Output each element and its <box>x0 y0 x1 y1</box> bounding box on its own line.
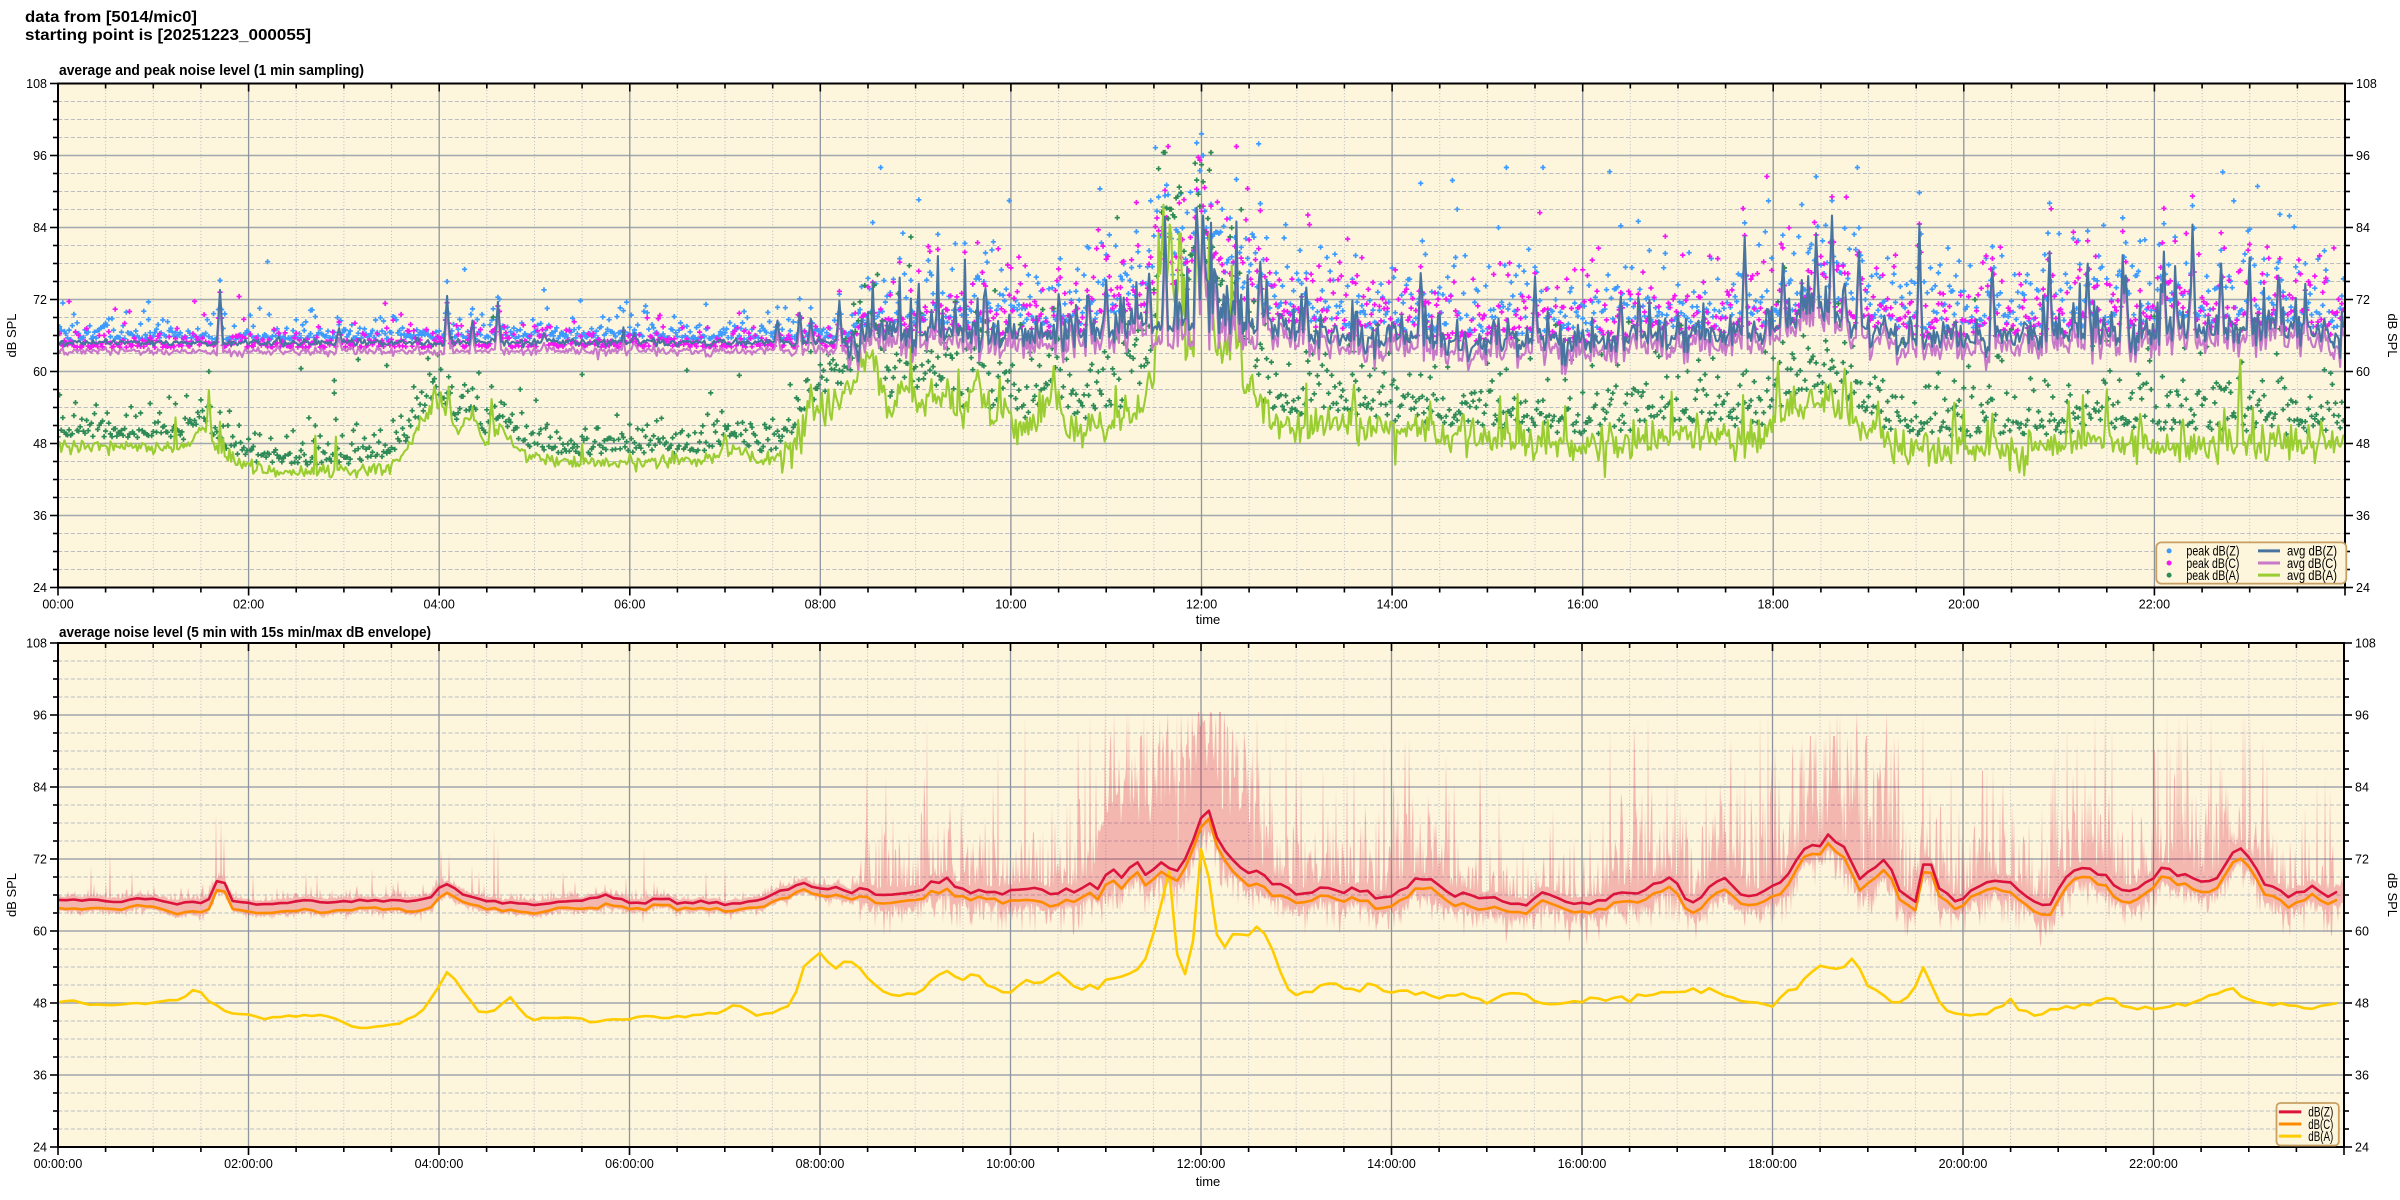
svg-text:08:00: 08:00 <box>805 598 836 612</box>
svg-text:14:00: 14:00 <box>1376 598 1407 612</box>
svg-text:16:00: 16:00 <box>1567 598 1598 612</box>
svg-text:60: 60 <box>33 925 47 939</box>
svg-text:starting point is [20251223_00: starting point is [20251223_000055] <box>25 27 311 44</box>
svg-text:dB(A): dB(A) <box>2308 1129 2333 1144</box>
svg-text:24: 24 <box>33 581 47 595</box>
svg-text:18:00:00: 18:00:00 <box>1748 1157 1797 1171</box>
svg-text:48: 48 <box>2356 437 2370 451</box>
svg-text:avg dB(Z): avg dB(Z) <box>2287 544 2337 559</box>
svg-text:36: 36 <box>33 509 47 523</box>
svg-text:84: 84 <box>33 781 47 795</box>
svg-text:84: 84 <box>2355 781 2369 795</box>
svg-text:dB SPL: dB SPL <box>2385 313 2400 357</box>
svg-text:108: 108 <box>2356 77 2377 91</box>
svg-text:avg dB(A): avg dB(A) <box>2287 568 2337 583</box>
svg-text:96: 96 <box>33 149 47 163</box>
svg-text:02:00:00: 02:00:00 <box>224 1157 273 1171</box>
svg-text:96: 96 <box>33 709 47 723</box>
svg-text:04:00: 04:00 <box>424 598 455 612</box>
svg-text:84: 84 <box>33 221 47 235</box>
svg-text:108: 108 <box>26 77 47 91</box>
svg-text:06:00:00: 06:00:00 <box>605 1157 654 1171</box>
svg-text:84: 84 <box>2356 221 2370 235</box>
svg-text:48: 48 <box>2355 997 2369 1011</box>
svg-text:22:00: 22:00 <box>2139 598 2170 612</box>
svg-text:60: 60 <box>2355 925 2369 939</box>
svg-text:dB SPL: dB SPL <box>2385 873 2400 917</box>
svg-text:time: time <box>1196 612 1221 627</box>
svg-text:24: 24 <box>2356 581 2370 595</box>
svg-text:24: 24 <box>2355 1141 2369 1155</box>
svg-text:average and peak noise level (: average and peak noise level (1 min samp… <box>59 62 364 79</box>
svg-text:36: 36 <box>33 1069 47 1083</box>
svg-text:10:00: 10:00 <box>995 598 1026 612</box>
svg-text:04:00:00: 04:00:00 <box>415 1157 464 1171</box>
svg-text:dB(Z): dB(Z) <box>2308 1105 2333 1120</box>
svg-text:dB SPL: dB SPL <box>4 313 19 357</box>
svg-text:avg dB(C): avg dB(C) <box>2287 556 2337 571</box>
svg-text:24: 24 <box>33 1141 47 1155</box>
svg-text:72: 72 <box>33 293 47 307</box>
svg-text:peak dB(A): peak dB(A) <box>2186 568 2239 583</box>
svg-text:average noise level (5 min wit: average noise level (5 min with 15s min/… <box>59 624 431 641</box>
svg-text:10:00:00: 10:00:00 <box>986 1157 1035 1171</box>
svg-text:72: 72 <box>2355 853 2369 867</box>
svg-text:14:00:00: 14:00:00 <box>1367 1157 1416 1171</box>
svg-text:108: 108 <box>2355 637 2376 651</box>
svg-text:00:00: 00:00 <box>42 598 73 612</box>
svg-text:72: 72 <box>33 853 47 867</box>
svg-text:data from [5014/mic0]: data from [5014/mic0] <box>25 9 197 26</box>
svg-text:72: 72 <box>2356 293 2370 307</box>
svg-text:dB SPL: dB SPL <box>4 873 19 917</box>
svg-text:18:00: 18:00 <box>1758 598 1789 612</box>
svg-text:06:00: 06:00 <box>614 598 645 612</box>
svg-text:16:00:00: 16:00:00 <box>1558 1157 1607 1171</box>
svg-text:48: 48 <box>33 997 47 1011</box>
svg-text:12:00:00: 12:00:00 <box>1177 1157 1226 1171</box>
svg-text:20:00: 20:00 <box>1948 598 1979 612</box>
svg-text:time: time <box>1196 1174 1221 1189</box>
svg-text:108: 108 <box>26 637 47 651</box>
svg-text:96: 96 <box>2355 709 2369 723</box>
svg-text:96: 96 <box>2356 149 2370 163</box>
svg-text:36: 36 <box>2356 509 2370 523</box>
svg-text:02:00: 02:00 <box>233 598 264 612</box>
svg-text:48: 48 <box>33 437 47 451</box>
svg-text:peak dB(C): peak dB(C) <box>2186 556 2239 571</box>
svg-text:36: 36 <box>2355 1069 2369 1083</box>
svg-text:08:00:00: 08:00:00 <box>796 1157 845 1171</box>
svg-text:12:00: 12:00 <box>1186 598 1217 612</box>
svg-text:60: 60 <box>2356 365 2370 379</box>
svg-text:peak dB(Z): peak dB(Z) <box>2186 544 2239 559</box>
svg-text:22:00:00: 22:00:00 <box>2129 1157 2178 1171</box>
svg-text:dB(C): dB(C) <box>2308 1117 2333 1132</box>
svg-text:00:00:00: 00:00:00 <box>34 1157 83 1171</box>
svg-text:60: 60 <box>33 365 47 379</box>
svg-text:20:00:00: 20:00:00 <box>1939 1157 1988 1171</box>
